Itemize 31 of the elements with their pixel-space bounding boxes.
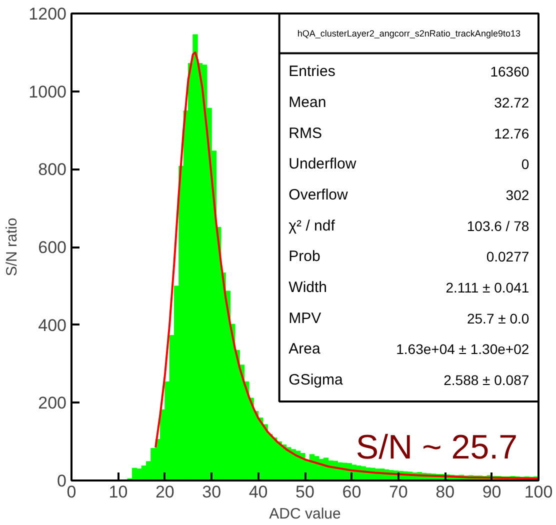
x-tick-label: 70 [388, 482, 408, 502]
x-tick-label: 90 [482, 482, 502, 502]
x-tick-label: 100 [524, 482, 553, 502]
x-tick-label: 20 [155, 482, 174, 502]
x-tick-label: 40 [248, 482, 268, 502]
y-tick-label: 800 [38, 160, 67, 180]
text: Width 2.111 ± 0.041 [288, 278, 530, 296]
text: Mean 32.72 [288, 94, 530, 112]
x-tick-label: 50 [296, 482, 314, 502]
y-tick-label: 200 [38, 394, 67, 413]
text: χ² / ndf 103.6 / 78 [288, 217, 530, 234]
text: Underflow 0 [288, 156, 530, 173]
text: hQA_clusterLayer2_angcorr_s2nRatio_trackAngle9to13 [297, 28, 520, 38]
y-axis-title: S/N ratio [4, 218, 21, 276]
y-tick-label: 1000 [28, 82, 67, 102]
text: MPV 25.7 ± 0.0 [288, 310, 530, 327]
text: RMS 12.76 [288, 124, 530, 142]
x-tick-label: 80 [436, 482, 455, 502]
annotation: S/N ~ 25.7 [356, 428, 518, 466]
text: Entries 16360 [288, 63, 530, 80]
x-tick-label: 60 [342, 482, 362, 502]
y-tick-label: 1200 [28, 4, 67, 24]
text: GSigma 2.588 ± 0.087 [288, 371, 530, 388]
y-tick-label: 600 [38, 238, 67, 257]
text: Prob 0.0277 [288, 248, 530, 266]
x-axis-title: ADC value [269, 506, 341, 522]
y-tick-label: 400 [38, 316, 67, 335]
text: Area 1.63e+04 ± 1.30e+02 [288, 340, 530, 358]
x-tick-label: 30 [202, 482, 222, 502]
x-tick-label: 10 [108, 482, 128, 502]
text: Overflow 302 [288, 186, 530, 204]
